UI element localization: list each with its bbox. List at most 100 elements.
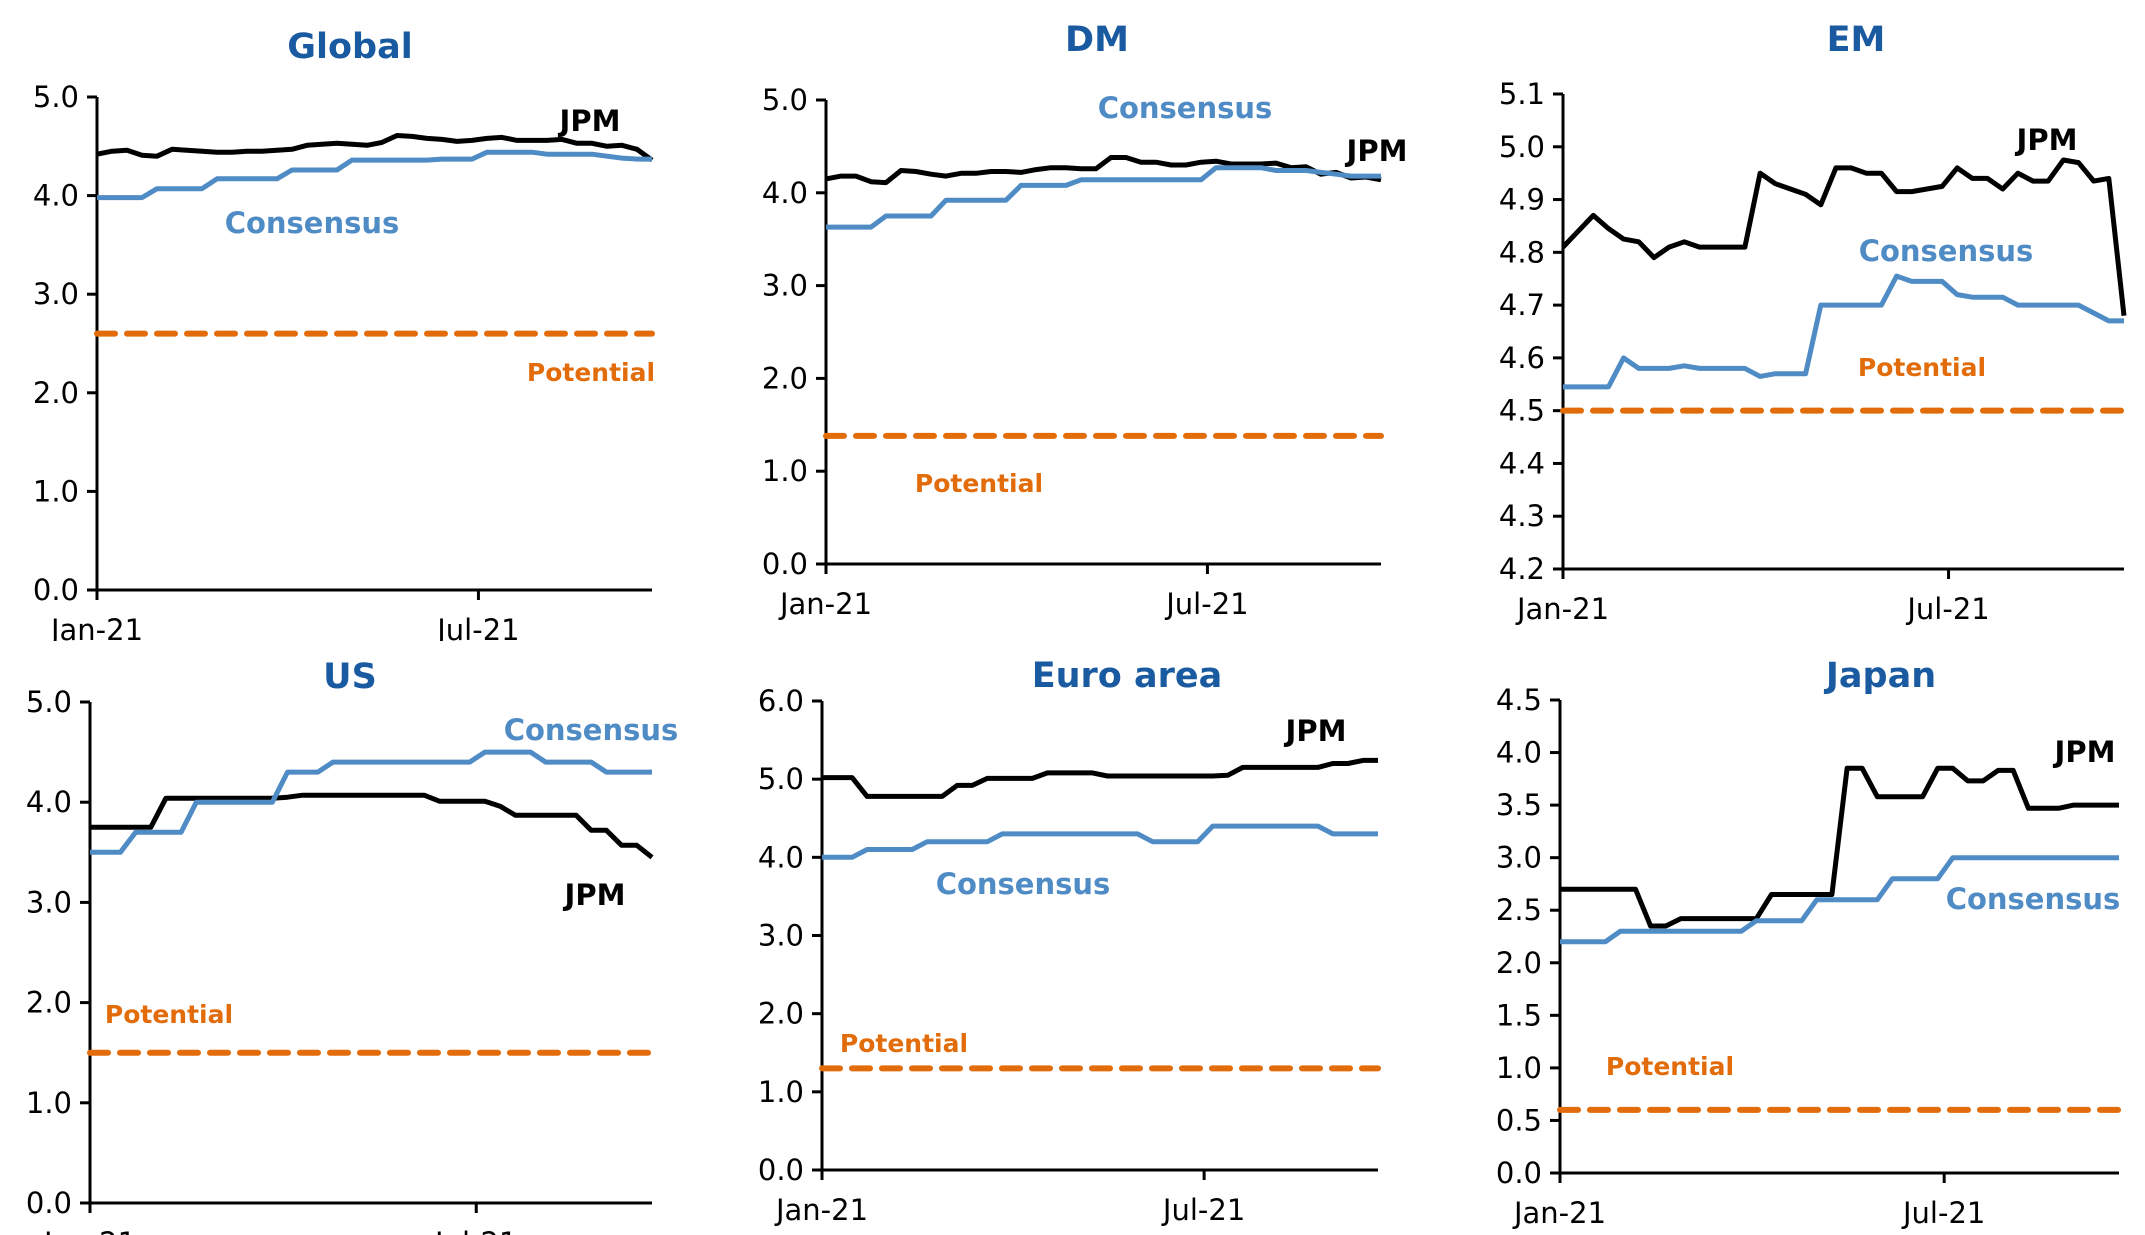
consensus-series-label: Consensus [225, 206, 400, 240]
y-tick-label: 5.0 [1499, 130, 1545, 164]
consensus-line [822, 823, 1378, 860]
y-tick-label: 4.0 [1496, 736, 1542, 770]
y-tick-label: 4.7 [1499, 288, 1545, 322]
jpm-series-label: JPM [1345, 134, 1408, 168]
y-tick-label: 4.3 [1499, 499, 1545, 533]
y-tick-label: 5.0 [762, 83, 808, 117]
y-tick-label: 4.0 [33, 179, 79, 213]
chart-title: US [323, 657, 377, 697]
y-tick-label: 2.0 [33, 376, 79, 410]
y-tick-label: 4.9 [1499, 183, 1545, 217]
x-tick-label: Jul-21 [435, 613, 519, 647]
chart-title: EM [1827, 20, 1886, 60]
chart-japan: Japan 0.0 0.5 1.0 1.5 2.0 2.5 3.0 3.5 4.0 4.5 Jan-2… [1496, 656, 2122, 1230]
y-tick-label: 1.0 [33, 474, 79, 508]
chart-title: Global [287, 27, 412, 67]
y-tick-label: 3.0 [33, 277, 79, 311]
potential-series-label: Potential [915, 469, 1043, 498]
y-tick-label: 1.0 [762, 454, 808, 488]
consensus-line [1560, 855, 2119, 945]
y-tick-label: 2.0 [1496, 946, 1542, 980]
y-tick-label: 4.4 [1499, 446, 1545, 480]
x-tick-label: Jan-21 [774, 1193, 868, 1227]
y-tick-label: 4.5 [1499, 394, 1545, 428]
y-tick-label: 0.0 [26, 1186, 72, 1220]
consensus-line [826, 165, 1381, 230]
x-tick-label: Jul-21 [1164, 587, 1248, 621]
y-tick-label: 5.0 [758, 762, 804, 796]
y-tick-label: 4.0 [762, 176, 808, 210]
y-tick-label: 0.0 [33, 573, 79, 607]
y-tick-label: 2.0 [26, 986, 72, 1020]
consensus-line [1563, 273, 2124, 390]
y-tick-label: 2.0 [762, 361, 808, 395]
x-tick-label: Jan-21 [42, 1226, 136, 1235]
y-tick-label: 4.2 [1499, 552, 1545, 586]
y-tick-label: 3.0 [762, 269, 808, 303]
consensus-series-label: Consensus [936, 867, 1111, 901]
chart-global: Global 0.0 1.0 2.0 3.0 4.0 5.0 Jan-21 Jul-21 JPM C… [33, 27, 655, 647]
consensus-line [90, 749, 652, 855]
x-tick-label: Jan-21 [49, 613, 143, 647]
jpm-line [1560, 765, 2119, 929]
x-tick-label: Jul-21 [1901, 1196, 1985, 1230]
x-tick-label: Jan-21 [1515, 592, 1609, 626]
jpm-series-label: JPM [1284, 714, 1347, 748]
jpm-series-label: JPM [558, 104, 621, 138]
y-tick-label: 5.0 [33, 80, 79, 114]
potential-series-label: Potential [840, 1029, 968, 1058]
y-tick-label: 4.0 [26, 785, 72, 819]
x-tick-label: Jul-21 [1905, 592, 1989, 626]
y-tick-label: 1.0 [26, 1086, 72, 1120]
chart-title: DM [1065, 20, 1129, 60]
chart-us: US 0.0 1.0 2.0 3.0 4.0 5.0 Jan-21 Jul-21 JPM Conse… [26, 657, 678, 1235]
jpm-line [1561, 157, 2127, 316]
consensus-series-label: Consensus [1946, 882, 2121, 916]
y-tick-label: 5.1 [1499, 77, 1545, 111]
jpm-series-label: JPM [563, 878, 626, 912]
y-tick-label: 4.8 [1499, 235, 1545, 269]
y-tick-label: 0.5 [1496, 1103, 1542, 1137]
jpm-line [822, 757, 1378, 799]
x-tick-label: Jan-21 [1512, 1196, 1606, 1230]
x-tick-label: Jul-21 [433, 1226, 517, 1235]
y-tick-label: 4.5 [1496, 683, 1542, 717]
chart-title: Euro area [1032, 656, 1223, 696]
chart-title: Japan [1824, 656, 1936, 696]
chart-em: EM 4.2 4.3 4.4 4.5 4.6 4.7 4.8 4.9 5.0 5.1 Jan-21 Ju… [1499, 20, 2127, 626]
jpm-line [96, 133, 654, 163]
potential-series-label: Potential [1858, 353, 1986, 382]
consensus-line [97, 149, 652, 201]
y-tick-label: 5.0 [26, 685, 72, 719]
y-tick-label: 2.0 [758, 997, 804, 1031]
consensus-series-label: Consensus [504, 713, 679, 747]
y-tick-label: 0.0 [762, 547, 808, 581]
y-tick-label: 6.0 [758, 684, 804, 718]
consensus-series-label: Consensus [1859, 234, 2034, 268]
y-tick-label: 3.0 [26, 885, 72, 919]
y-tick-label: 2.5 [1496, 893, 1542, 927]
potential-series-label: Potential [1606, 1052, 1734, 1081]
potential-series-label: Potential [527, 358, 655, 387]
x-tick-label: Jan-21 [778, 587, 872, 621]
jpm-series-label: JPM [2053, 735, 2116, 769]
potential-series-label: Potential [105, 1000, 233, 1029]
y-tick-label: 1.5 [1496, 998, 1542, 1032]
chart-dm: DM 0.0 1.0 2.0 3.0 4.0 5.0 Jan-21 Jul-21 JPM Conse… [762, 20, 1408, 621]
consensus-series-label: Consensus [1098, 91, 1273, 125]
jpm-line [90, 792, 654, 860]
y-tick-label: 0.0 [1496, 1156, 1542, 1190]
y-tick-label: 0.0 [758, 1153, 804, 1187]
x-tick-label: Jul-21 [1161, 1193, 1245, 1227]
y-tick-label: 4.6 [1499, 341, 1545, 375]
y-tick-label: 3.0 [758, 919, 804, 953]
y-tick-label: 3.0 [1496, 841, 1542, 875]
y-tick-label: 4.0 [758, 840, 804, 874]
jpm-series-label: JPM [2015, 123, 2078, 157]
y-tick-label: 1.0 [1496, 1051, 1542, 1085]
y-tick-label: 1.0 [758, 1075, 804, 1109]
chart-euro-area: Euro area 0.0 1.0 2.0 3.0 4.0 5.0 6.0 Jan-21 Jul-… [758, 656, 1381, 1227]
y-tick-label: 3.5 [1496, 788, 1542, 822]
jpm-line [825, 155, 1382, 186]
